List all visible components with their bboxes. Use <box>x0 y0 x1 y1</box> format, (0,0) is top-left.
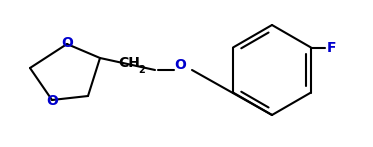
Text: O: O <box>61 36 73 50</box>
Text: O: O <box>46 94 58 108</box>
Text: CH: CH <box>118 56 140 70</box>
Text: F: F <box>327 41 336 55</box>
Text: 2: 2 <box>138 65 145 75</box>
Text: O: O <box>174 58 186 72</box>
